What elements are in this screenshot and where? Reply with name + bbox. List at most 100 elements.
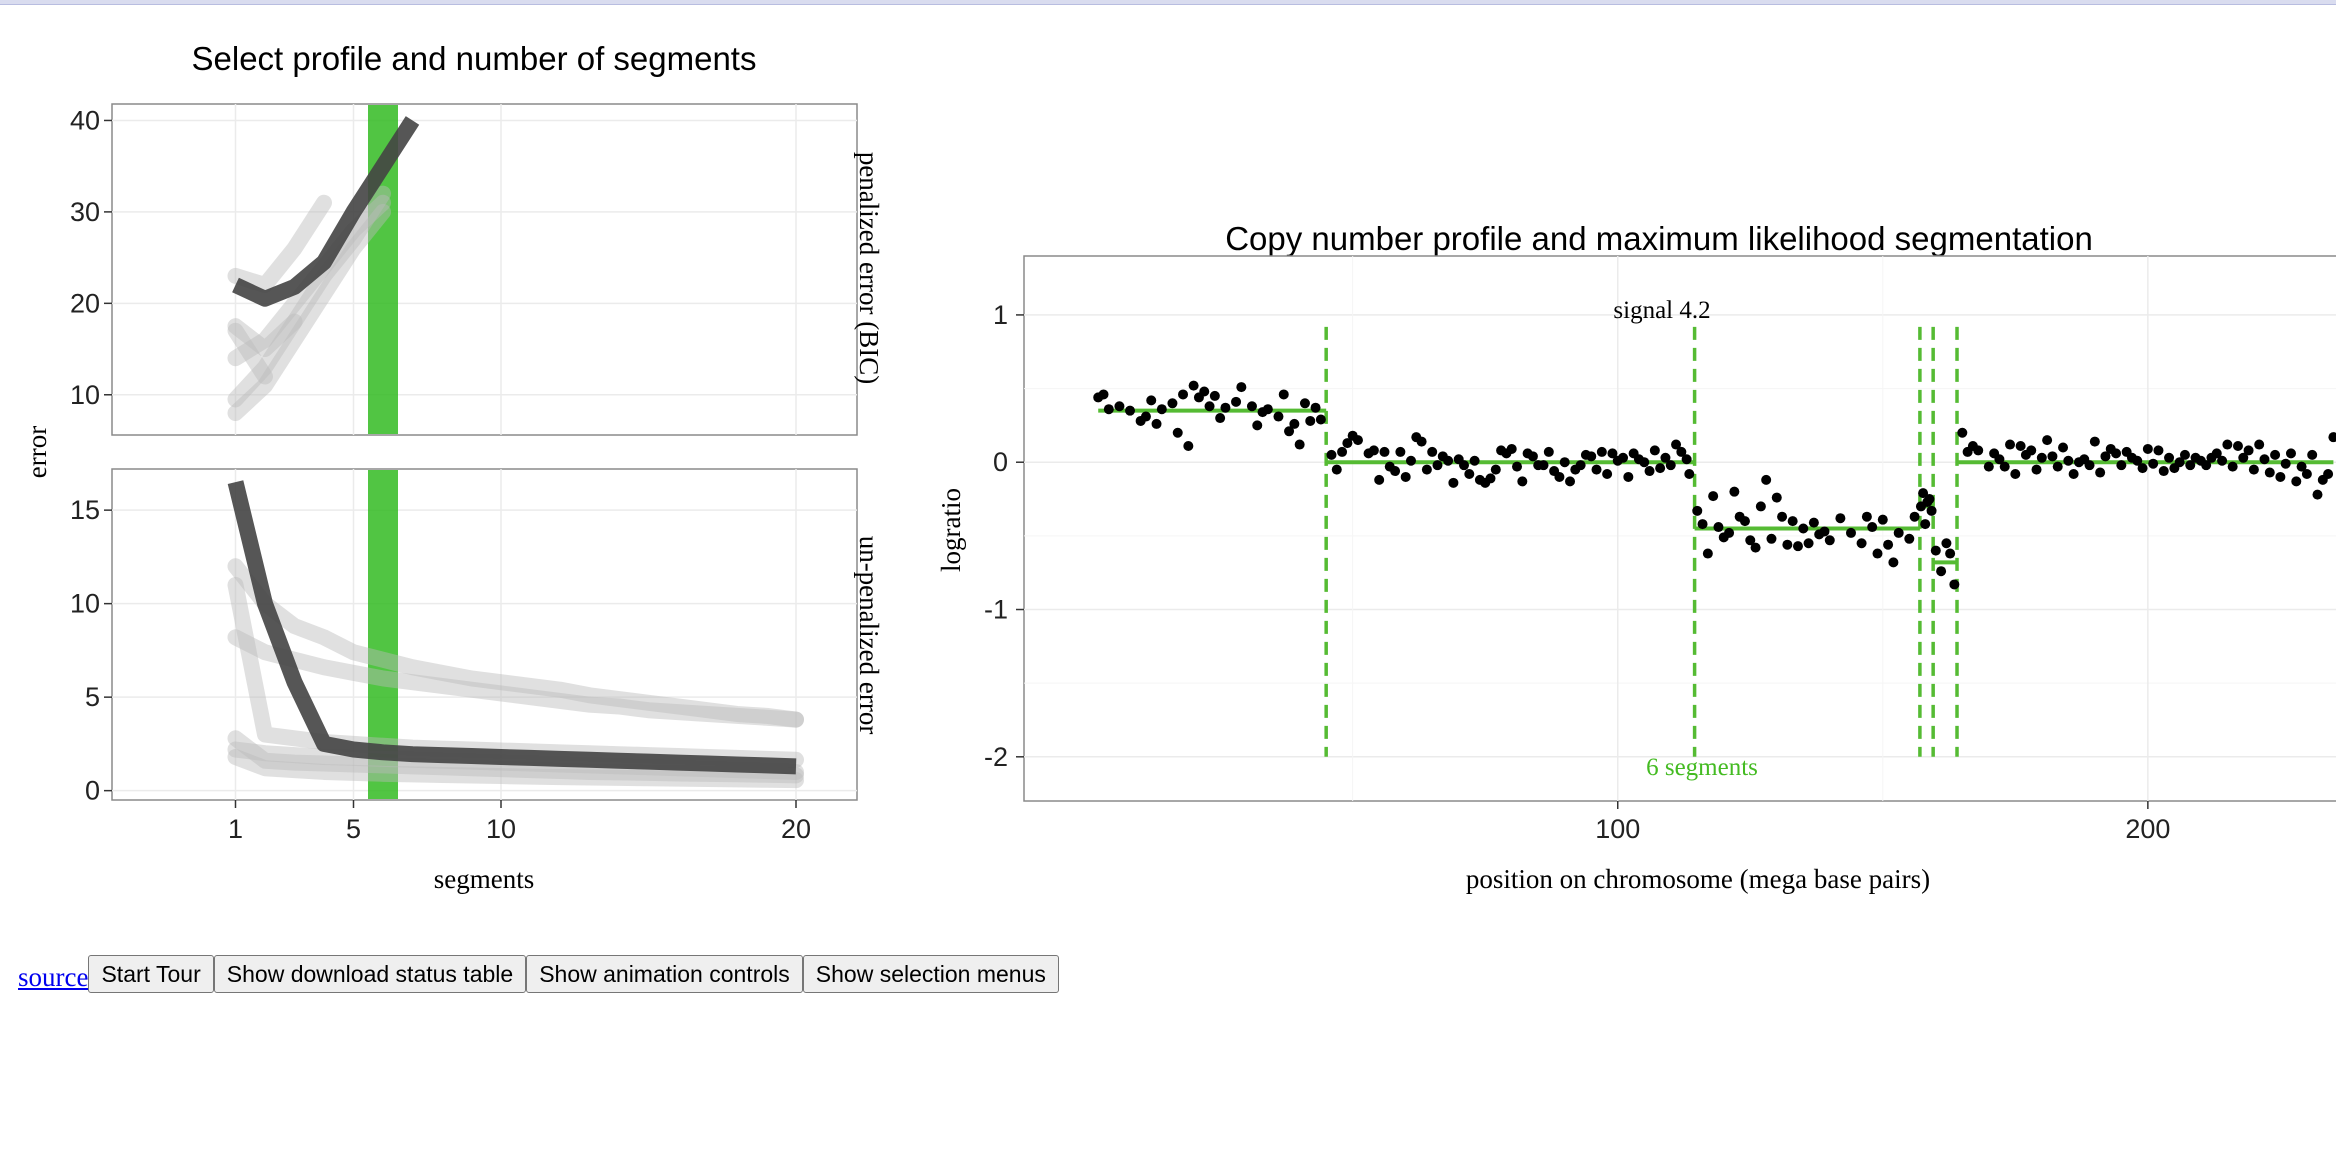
data-point bbox=[2275, 471, 2286, 482]
data-point bbox=[1660, 452, 1671, 463]
profile-error-line bbox=[227, 203, 391, 422]
data-point bbox=[2248, 464, 2259, 475]
data-point bbox=[2323, 469, 2334, 479]
data-point bbox=[1459, 460, 1469, 471]
y-tick-label: 0 bbox=[85, 776, 100, 806]
data-point bbox=[1125, 405, 1136, 416]
controls-bar: source Start Tour Show download status t… bbox=[18, 955, 1059, 993]
data-point bbox=[1883, 539, 1894, 550]
data-point bbox=[1284, 426, 1295, 437]
data-point bbox=[1713, 522, 1724, 533]
panel-penalized-y-axis: 10 20 30 40 bbox=[70, 105, 112, 410]
data-point bbox=[1432, 460, 1443, 471]
data-point bbox=[1930, 545, 1941, 556]
data-point bbox=[1326, 449, 1337, 460]
data-point bbox=[2031, 464, 2042, 475]
data-point bbox=[1299, 398, 1310, 409]
data-point bbox=[1623, 471, 1634, 482]
panel-penalized-other-lines bbox=[227, 185, 391, 422]
breakpoint-lines bbox=[1324, 326, 1959, 757]
data-point bbox=[1262, 404, 1273, 415]
data-point bbox=[1337, 446, 1348, 457]
data-point bbox=[1777, 511, 1788, 522]
x-tick-label: 5 bbox=[346, 814, 361, 844]
data-point bbox=[1215, 413, 1226, 424]
left-x-axis: 1 5 10 20 bbox=[228, 800, 811, 844]
data-point bbox=[2328, 432, 2336, 443]
y-tick-label: 30 bbox=[70, 197, 100, 227]
data-point bbox=[1506, 443, 1517, 454]
data-point bbox=[1808, 517, 1819, 528]
browser-top-strip bbox=[0, 0, 2336, 5]
data-point bbox=[1936, 566, 1947, 577]
data-point bbox=[1949, 579, 1960, 590]
data-point bbox=[1342, 438, 1353, 449]
data-point bbox=[2185, 460, 2196, 471]
data-point bbox=[2174, 457, 2185, 468]
x-tick-label: 10 bbox=[486, 814, 516, 844]
data-point bbox=[2026, 445, 2037, 456]
y-tick-label: 15 bbox=[70, 495, 100, 525]
profile-error-line bbox=[227, 730, 804, 784]
right-x-axis-title: position on chromosome (mega base pairs) bbox=[1466, 864, 1930, 894]
data-point bbox=[1236, 382, 1247, 393]
y-tick-label: 1 bbox=[993, 300, 1008, 330]
data-point bbox=[1684, 469, 1695, 479]
data-point bbox=[1204, 401, 1215, 412]
data-point bbox=[1755, 501, 1766, 512]
data-point bbox=[2222, 439, 2233, 450]
data-point bbox=[1692, 505, 1703, 516]
show-animation-controls-button[interactable]: Show animation controls bbox=[526, 955, 803, 993]
data-point bbox=[1246, 401, 1257, 412]
data-point bbox=[1724, 527, 1735, 538]
data-point bbox=[1421, 464, 1432, 475]
data-point bbox=[2148, 458, 2159, 469]
profile-grid bbox=[1024, 256, 2336, 801]
show-selection-menus-button[interactable]: Show selection menus bbox=[802, 955, 1059, 993]
data-point bbox=[1607, 448, 1618, 459]
data-point bbox=[2227, 461, 2238, 472]
data-point bbox=[1861, 511, 1872, 522]
data-point bbox=[1824, 535, 1835, 546]
data-point bbox=[1924, 494, 1935, 505]
x-tick-label: 1 bbox=[228, 814, 243, 844]
y-tick-label: 10 bbox=[70, 589, 100, 619]
data-point bbox=[2296, 461, 2307, 472]
data-point bbox=[1792, 541, 1803, 552]
data-point bbox=[1835, 513, 1846, 524]
data-point bbox=[1374, 474, 1385, 485]
data-point bbox=[2301, 469, 2312, 479]
data-point bbox=[1845, 527, 1856, 538]
data-point bbox=[1294, 439, 1305, 450]
show-download-status-button[interactable]: Show download status table bbox=[213, 955, 527, 993]
data-point bbox=[2142, 443, 2153, 454]
y-tick-label: 40 bbox=[70, 105, 100, 135]
data-point bbox=[1331, 464, 1342, 475]
profile-error-line bbox=[227, 322, 273, 385]
data-point bbox=[1448, 477, 1459, 488]
data-point bbox=[2270, 449, 2281, 460]
data-point bbox=[2036, 452, 2047, 463]
data-point bbox=[1464, 469, 1475, 479]
data-point bbox=[1151, 418, 1162, 429]
data-point bbox=[2312, 489, 2323, 500]
data-point bbox=[1745, 535, 1756, 546]
panel-unpenalized-y-axis: 0 5 10 15 bbox=[70, 495, 112, 806]
data-point bbox=[1352, 435, 1363, 446]
data-point bbox=[1400, 471, 1411, 482]
data-point bbox=[2243, 445, 2254, 456]
data-point bbox=[1390, 466, 1401, 477]
data-point bbox=[1220, 402, 1231, 413]
data-point bbox=[1649, 445, 1660, 456]
profile-error-line bbox=[227, 748, 804, 789]
data-point bbox=[2153, 445, 2164, 456]
data-point bbox=[2232, 441, 2243, 452]
data-point bbox=[2015, 441, 2026, 452]
start-tour-button[interactable]: Start Tour bbox=[88, 955, 214, 993]
source-link[interactable]: source bbox=[18, 962, 89, 992]
data-point bbox=[1188, 380, 1199, 391]
data-point bbox=[1941, 538, 1952, 549]
data-point bbox=[1750, 542, 1761, 553]
data-point bbox=[1140, 411, 1151, 422]
data-point bbox=[1639, 457, 1650, 468]
